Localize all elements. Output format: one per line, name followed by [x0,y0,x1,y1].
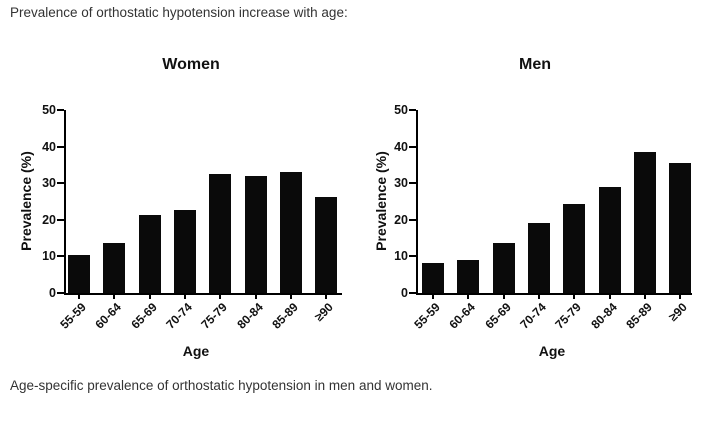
x-tick-label: 60-64 [92,300,125,332]
x-tick-label: 75-79 [552,300,585,332]
bar [457,260,480,293]
y-tick [57,109,64,111]
bar [527,223,550,293]
y-axis-label: Prevalence (%) [18,151,34,251]
bar [209,174,232,293]
y-tick-label: 20 [42,212,56,227]
y-tick [409,109,416,111]
x-tick-label: 55-59 [57,300,89,332]
x-tick [78,295,80,299]
bar [633,152,656,293]
y-tick [57,292,64,294]
x-axis-label: Age [538,343,566,359]
x-tick [219,295,222,299]
x-tick [289,295,292,299]
y-tick [409,255,416,258]
x-tick [608,295,611,299]
x-tick-label: 85-89 [269,300,301,332]
x-tick-label: 80-84 [587,300,620,332]
x-tick [573,295,576,299]
y-tick-label: 0 [49,286,56,300]
y-tick-label: 10 [394,249,408,264]
bar [138,215,161,293]
y-tick-label: 50 [42,103,56,117]
y-tick [57,182,64,185]
x-tick-label: 65-69 [481,300,514,332]
y-tick-label: 30 [42,176,56,191]
y-tick [57,255,64,258]
x-tick [113,295,116,299]
x-tick [254,295,257,299]
bar [173,209,196,293]
x-axis-label: Age [182,343,210,359]
y-tick [57,218,64,221]
x-tick [679,295,682,299]
y-tick [409,218,416,221]
bar [598,186,621,293]
bar [422,263,444,293]
bar [244,175,267,293]
y-tick-label: 50 [394,103,408,117]
chart-title: Women [162,56,220,73]
plot-area-men: 0 10 20 30 40 50 55-59 60-64 65-69 70-74 75-79 80-8… [394,103,692,332]
bar [68,254,90,293]
x-tick [537,295,540,299]
page-title: Prevalence of orthostatic hypotension in… [10,5,348,20]
bar [563,204,586,293]
x-tick [502,295,505,299]
bar [279,171,302,293]
x-tick-label: 55-59 [411,300,443,332]
x-tick-label: ≥90 [311,300,336,324]
x-tick [183,295,186,299]
x-tick [325,295,328,299]
x-tick-label: 65-69 [127,300,160,332]
x-tick-label: 80-84 [233,300,266,332]
caption: Age-specific prevalence of orthostatic h… [10,378,433,393]
x-tick-label: 70-74 [517,300,549,332]
x-tick [467,295,470,299]
chart-title: Men [519,56,551,73]
y-tick-label: 10 [42,249,56,264]
x-tick-label: 85-89 [623,300,655,332]
x-tick [432,295,434,299]
y-tick [409,292,416,294]
y-tick-label: 40 [394,139,408,154]
y-tick [409,145,416,148]
bar [669,162,692,293]
bar [492,243,515,293]
bar [103,243,126,293]
bar [315,197,338,293]
y-tick [57,145,64,148]
y-axis-label: Prevalence (%) [373,151,389,251]
y-tick-label: 20 [394,212,408,227]
x-tick-label: 75-79 [198,300,231,332]
x-tick [148,295,151,299]
y-tick-label: 30 [394,176,408,191]
plot-area-women: 0 10 20 30 40 50 55-59 60-64 65-69 70-74 75-79 80-8… [42,103,342,332]
y-tick-label: 40 [42,139,56,154]
x-tick-label: 60-64 [446,300,479,332]
y-tick-label: 0 [401,286,408,300]
x-tick [643,295,646,299]
x-tick-label: 70-74 [163,300,195,332]
y-tick [409,182,416,185]
x-tick-label: ≥90 [665,300,690,324]
